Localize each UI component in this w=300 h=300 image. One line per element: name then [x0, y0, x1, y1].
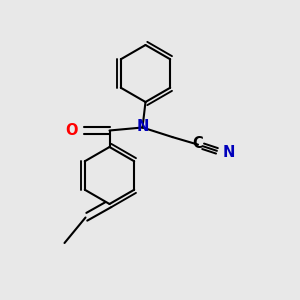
- Text: N: N: [136, 119, 149, 134]
- Text: C: C: [193, 136, 203, 152]
- Text: O: O: [65, 123, 77, 138]
- Text: N: N: [223, 145, 235, 160]
